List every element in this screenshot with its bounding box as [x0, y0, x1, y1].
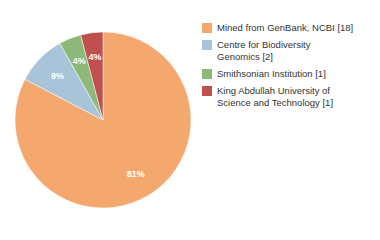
html-text:Genomics [2]: Genomics [2]	[217, 51, 273, 62]
svg-text:4%: 4%	[88, 52, 101, 62]
svg-text:4%: 4%	[73, 56, 86, 66]
html-text:King Abdullah University of: King Abdullah University of	[217, 85, 330, 96]
html-text:Mined from GenBank, NCBI [18]: Mined from GenBank, NCBI [18]	[217, 22, 354, 33]
svg-text:9%: 9%	[51, 71, 64, 81]
html-text:Centre for Biodiversity: Centre for Biodiversity	[217, 39, 311, 50]
html-text:Smithsonian Institution [1]: Smithsonian Institution [1]	[217, 68, 326, 79]
html-text:Science and Technology [1]: Science and Technology [1]	[217, 97, 333, 108]
svg-text:81%: 81%	[127, 169, 145, 179]
